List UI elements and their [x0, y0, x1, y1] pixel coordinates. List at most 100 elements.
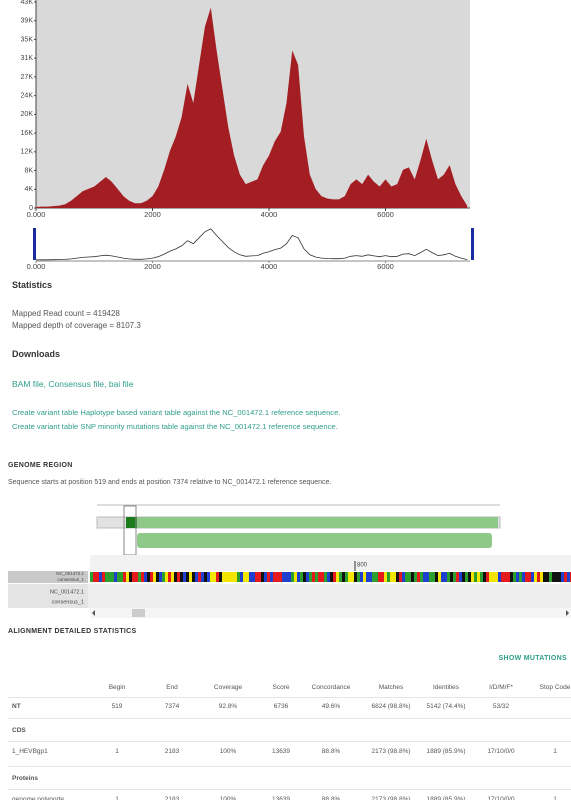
region-viewer: 800 NC_001472.1 consensus_1 NC_001472.1 …: [8, 504, 571, 618]
overview-handle[interactable]: [471, 228, 474, 260]
table-cell: 88.8%: [321, 748, 341, 755]
base-cell: [138, 572, 141, 582]
base-cell: [168, 572, 171, 582]
base-cell: [177, 572, 180, 582]
table-cell: 1: [115, 796, 119, 800]
base-cell: [222, 572, 225, 582]
base-cell: [171, 572, 174, 582]
base-cell: [384, 572, 387, 582]
base-cell: [225, 572, 228, 582]
table-cell: 13639: [271, 796, 291, 800]
base-cell: [342, 572, 345, 582]
stat-line: Mapped Read count = 419428: [12, 309, 120, 318]
base-cell: [495, 572, 498, 582]
table-cell: 6736: [273, 703, 289, 710]
base-cell: [480, 572, 483, 582]
base-cell: [123, 572, 126, 582]
base-cell: [237, 572, 240, 582]
scroll-thumb[interactable]: [132, 609, 145, 617]
base-cell: [447, 572, 450, 582]
selection: [126, 517, 137, 528]
base-cell: [492, 572, 495, 582]
table-cell: 92.8%: [218, 703, 238, 710]
table-cell: Begin: [108, 684, 126, 691]
table-cell: 17/10/0/0: [487, 796, 515, 800]
base-cell: [540, 572, 543, 582]
base-cell: [240, 572, 243, 582]
base-cell: [528, 572, 531, 582]
base-cell: [315, 572, 318, 582]
base-cell: [339, 572, 342, 582]
scrollbar[interactable]: [90, 608, 571, 618]
base-cell: [120, 572, 123, 582]
base-cell: [183, 572, 186, 582]
base-cell: [498, 572, 501, 582]
base-cell: [132, 572, 135, 582]
track-label: consensus_1: [57, 577, 84, 582]
base-cell: [297, 572, 300, 582]
y-tick-label: 20K: [21, 111, 34, 118]
base-cell: [153, 572, 156, 582]
ruler-label: 800: [357, 563, 368, 569]
base-cell: [165, 572, 168, 582]
base-cell: [558, 572, 561, 582]
table-cell: 88.8%: [321, 796, 341, 800]
base-cell: [249, 572, 252, 582]
base-cell: [192, 572, 195, 582]
base-cell: [348, 572, 351, 582]
base-cell: [282, 572, 285, 582]
table-cell: 2183: [164, 796, 180, 800]
base-cell: [327, 572, 330, 582]
y-tick-label: 24K: [21, 92, 34, 99]
base-cell: [549, 572, 552, 582]
base-cell: [516, 572, 519, 582]
base-cell: [435, 572, 438, 582]
table-cell: 100%: [219, 748, 237, 755]
base-cell: [441, 572, 444, 582]
region-description: Sequence starts at position 519 and ends…: [8, 479, 332, 486]
base-cell: [330, 572, 333, 582]
base-cell: [195, 572, 198, 582]
base-cell: [444, 572, 447, 582]
base-cell: [519, 572, 522, 582]
base-cell: [378, 572, 381, 582]
base-cell: [408, 572, 411, 582]
base-cell: [246, 572, 249, 582]
row-divider: [8, 741, 571, 742]
y-tick-label: 43K: [21, 0, 34, 6]
track-label: consensus_1: [52, 599, 84, 605]
base-cell: [426, 572, 429, 582]
y-tick-label: 8K: [24, 167, 33, 174]
variant-link[interactable]: Create variant table SNP minority mutati…: [12, 422, 338, 431]
base-cell: [423, 572, 426, 582]
base-cell: [402, 572, 405, 582]
viewport-box[interactable]: [123, 505, 137, 556]
track-label-bg: [8, 571, 88, 583]
base-cell: [399, 572, 402, 582]
base-cell: [144, 572, 147, 582]
base-cell: [129, 572, 132, 582]
table-cell: 1: [115, 748, 119, 755]
base-cell: [285, 572, 288, 582]
base-cell: [99, 572, 102, 582]
base-cell: [261, 572, 264, 582]
base-cell: [147, 572, 150, 582]
show-mutations[interactable]: SHOW MUTATIONS: [498, 655, 567, 662]
section-heading: GENOME REGION: [8, 462, 73, 469]
table-cell: 13639: [271, 748, 291, 755]
base-cell: [294, 572, 297, 582]
base-cell: [345, 572, 348, 582]
download-links[interactable]: BAM file, Consensus file, bai file: [12, 379, 134, 389]
y-tick-label: 39K: [21, 18, 34, 25]
base-cell: [126, 572, 129, 582]
track-label: NC_001472.1: [50, 589, 84, 595]
base-cell: [564, 572, 567, 582]
x-tick-label: 2000: [144, 210, 161, 219]
base-cell: [210, 572, 213, 582]
base-cell: [363, 572, 366, 582]
base-cell: [198, 572, 201, 582]
base-cell: [108, 572, 111, 582]
base-cell: [333, 572, 336, 582]
overview-handle[interactable]: [33, 228, 36, 260]
variant-link[interactable]: Create variant table Haplotype based var…: [12, 408, 341, 417]
